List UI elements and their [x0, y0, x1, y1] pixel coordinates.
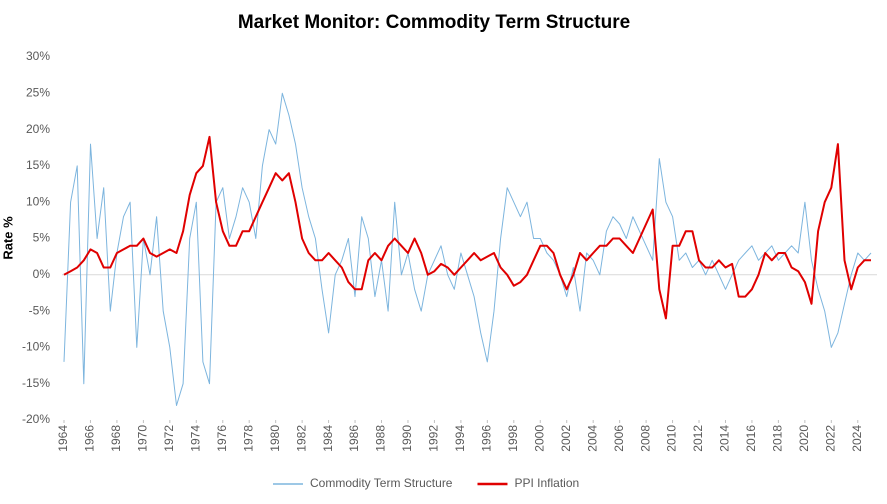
x-tick-label: 2014 [718, 425, 732, 452]
x-tick-label: 1978 [241, 425, 255, 452]
x-tick-label: 1982 [294, 425, 308, 452]
series-line [63, 135, 871, 320]
x-tick-label: 2010 [665, 425, 679, 452]
x-tick-label: 1972 [162, 425, 176, 452]
x-tick-label: 2008 [638, 425, 652, 452]
x-tick-label: 1976 [215, 425, 229, 452]
series-line [63, 92, 872, 406]
x-tick-label: 1970 [136, 425, 150, 452]
y-tick-label: 30% [26, 49, 50, 63]
x-tick-label: 1986 [347, 425, 361, 452]
y-tick-label: 15% [26, 158, 50, 172]
x-tick-label: 1992 [427, 425, 441, 452]
y-tick-label: -10% [22, 340, 50, 354]
x-tick-label: 1994 [453, 425, 467, 452]
x-tick-label: 1980 [268, 425, 282, 452]
x-tick-label: 2002 [559, 425, 573, 452]
x-tick-label: 1974 [188, 425, 202, 452]
legend-label: PPI Inflation [514, 476, 579, 490]
x-tick-label: 2000 [532, 425, 546, 452]
x-tick-label: 2006 [612, 425, 626, 452]
y-tick-label: 20% [26, 122, 50, 136]
x-tick-label: 1966 [83, 425, 97, 452]
chart-title: Market Monitor: Commodity Term Structure [238, 12, 630, 33]
x-tick-label: 1984 [321, 425, 335, 452]
x-tick-label: 1998 [506, 425, 520, 452]
x-tick-label: 2020 [797, 425, 811, 452]
y-tick-label: 5% [33, 231, 51, 245]
x-tick-label: 2004 [585, 425, 599, 452]
y-tick-label: -15% [22, 376, 50, 390]
x-tick-label: 2018 [771, 425, 785, 452]
x-tick-label: 2016 [744, 425, 758, 452]
y-axis-label: Rate % [0, 216, 15, 260]
x-tick-label: 1964 [56, 425, 70, 452]
x-tick-label: 1990 [400, 425, 414, 452]
y-tick-label: 0% [33, 267, 51, 281]
x-tick-label: 1988 [374, 425, 388, 452]
y-tick-label: 25% [26, 85, 50, 99]
y-tick-label: -5% [29, 303, 51, 317]
x-tick-label: 1968 [109, 425, 123, 452]
y-tick-label: 10% [26, 194, 50, 208]
x-tick-label: 1996 [480, 425, 494, 452]
x-tick-label: 2024 [850, 425, 864, 452]
x-tick-label: 2022 [823, 425, 837, 452]
y-tick-label: -20% [22, 412, 50, 426]
x-tick-label: 2012 [691, 425, 705, 452]
legend-label: Commodity Term Structure [310, 476, 453, 490]
